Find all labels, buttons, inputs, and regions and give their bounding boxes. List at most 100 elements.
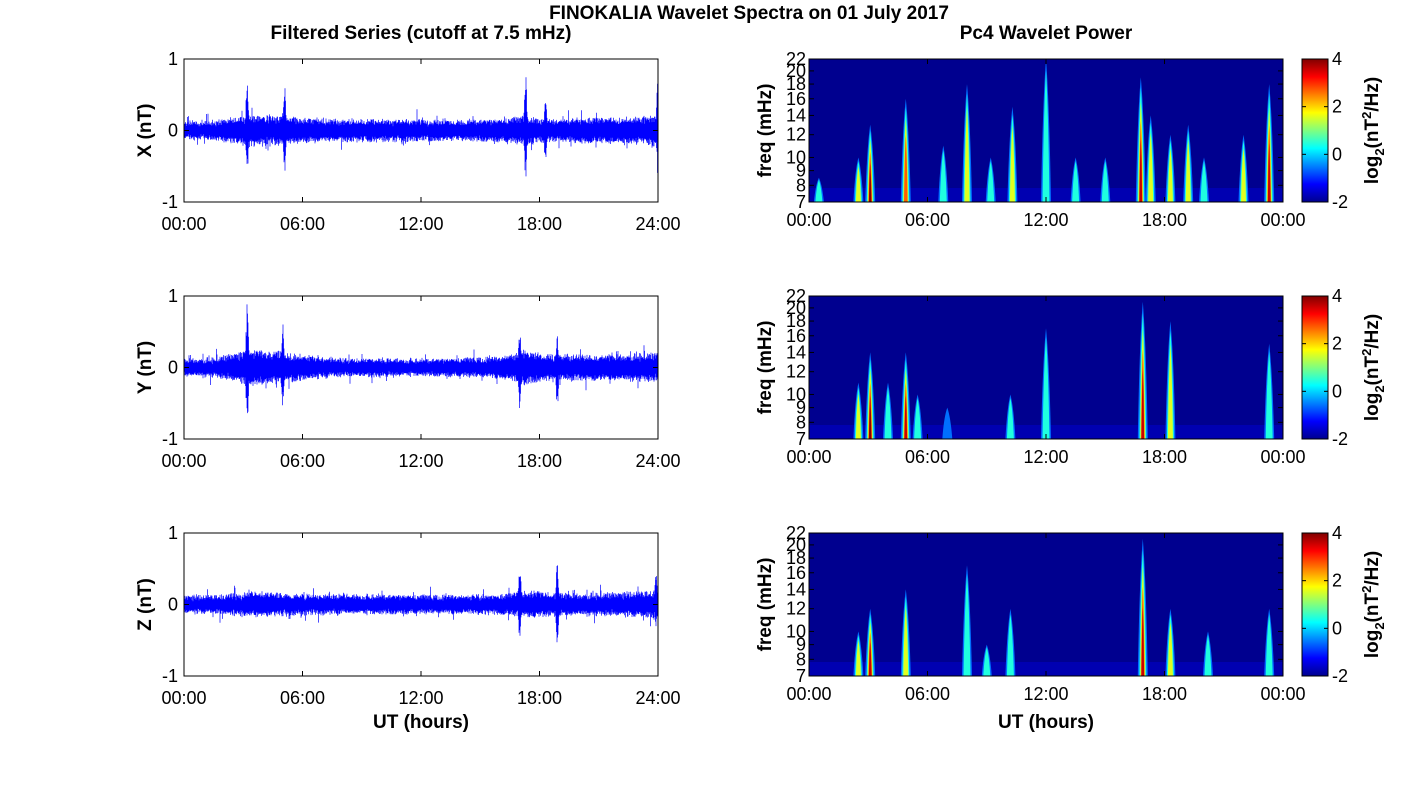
y-tick-label: 10 <box>786 384 806 404</box>
y-tick-label: 1 <box>168 286 178 306</box>
power-burst <box>1006 398 1014 439</box>
y-tick-label: -1 <box>162 192 178 212</box>
y-tick-label: 9 <box>796 161 806 181</box>
y-axis-label: freq (mHz) <box>755 558 776 652</box>
colorbar-tick-label: 4 <box>1332 49 1342 69</box>
x-tick-label: 12:00 <box>398 214 443 234</box>
power-burst <box>1139 139 1143 202</box>
colorbar-tick-label: -2 <box>1332 666 1348 686</box>
power-burst <box>1265 351 1273 439</box>
y-tick-label: 16 <box>786 326 806 346</box>
x-tick-label: 18:00 <box>1142 684 1187 704</box>
y-tick-label: 9 <box>796 635 806 655</box>
y-tick-label: 1 <box>168 49 178 69</box>
power-burst <box>1072 161 1080 202</box>
power-burst <box>1185 140 1191 202</box>
y-axis-label: freq (mHz) <box>755 84 776 178</box>
y-axis-label: X (nT) <box>135 104 156 158</box>
y-tick-label: 14 <box>786 579 806 599</box>
colorbar-tick-label: 4 <box>1332 523 1342 543</box>
power-burst <box>939 150 947 202</box>
power-burst <box>1200 161 1208 202</box>
power-burst <box>1267 143 1271 202</box>
y-tick-label: 0 <box>168 121 178 141</box>
colorbar-tick-label: 0 <box>1332 618 1342 638</box>
x-tick-label: 00:00 <box>161 451 206 471</box>
colorbar-tick-label: 0 <box>1332 144 1342 164</box>
y-tick-label: 20 <box>786 298 806 318</box>
colorbar-gradient <box>1301 295 1329 440</box>
x-tick-label: 24:00 <box>635 214 680 234</box>
y-tick-label: 1 <box>168 523 178 543</box>
power-burst <box>964 107 970 202</box>
colorbar-label: log2(nT2/Hz) <box>1359 77 1387 184</box>
power-burst <box>855 393 861 439</box>
x-tick-label: 06:00 <box>905 210 950 230</box>
power-burst <box>815 179 823 202</box>
panel-X-series: 1 0 -100:00 06:00 12:00 18:00 24:00 X (nT) <box>135 49 681 234</box>
power-burst <box>869 406 872 439</box>
colorbar-tick-label: 2 <box>1332 97 1342 117</box>
x-tick-label: 00:00 <box>1260 684 1305 704</box>
x-tick-label: 00:00 <box>161 214 206 234</box>
x-tick-label: 00:00 <box>161 688 206 708</box>
x-tick-label: 18:00 <box>1142 210 1187 230</box>
series-column-title: Filtered Series (cutoff at 7.5 mHz) <box>271 23 572 44</box>
power-burst <box>884 387 892 439</box>
y-tick-label: 22 <box>786 286 806 306</box>
colorbar-gradient <box>1301 58 1329 203</box>
power-burst <box>1101 161 1109 202</box>
x-tick-label: 12:00 <box>1023 210 1068 230</box>
figure-title: FINOKALIA Wavelet Spectra on 01 July 201… <box>549 3 949 24</box>
power-burst <box>855 166 861 202</box>
colorbar-label: log2(nT2/Hz) <box>1359 314 1387 421</box>
y-tick-label: 8 <box>796 175 806 195</box>
x-tick-label: 12:00 <box>1023 447 1068 467</box>
power-burst <box>1141 607 1145 676</box>
colorbar-gradient <box>1301 532 1329 677</box>
colorbar-tick-label: 4 <box>1332 286 1342 306</box>
y-tick-label: 12 <box>786 599 806 619</box>
power-burst <box>963 574 971 676</box>
power-burst <box>1006 614 1014 676</box>
y-tick-label: 18 <box>786 548 806 568</box>
power-burst <box>1148 132 1154 202</box>
x-tick-label: 00:00 <box>786 684 831 704</box>
x-tick-label: 06:00 <box>280 451 325 471</box>
colorbar: 4 2 0 -2 log2(nT2/Hz) <box>1301 286 1387 449</box>
x-tick-label: 06:00 <box>905 447 950 467</box>
heatmap-background <box>809 533 1283 676</box>
power-burst <box>1042 70 1050 203</box>
power-burst <box>987 161 995 202</box>
power-burst <box>904 395 908 439</box>
y-tick-label: 20 <box>786 535 806 555</box>
y-tick-label: 7 <box>796 192 806 212</box>
colorbar-tick-label: -2 <box>1332 192 1348 212</box>
x-axis-label: UT (hours) <box>998 712 1094 733</box>
colorbar-tick-label: 0 <box>1332 381 1342 401</box>
y-tick-label: -1 <box>162 429 178 449</box>
x-axis-label: UT (hours) <box>373 712 469 733</box>
x-tick-label: 18:00 <box>1142 447 1187 467</box>
x-tick-label: 12:00 <box>1023 684 1068 704</box>
x-tick-label: 12:00 <box>398 451 443 471</box>
panel-Z-series: 1 0 -100:00 06:00 12:00 18:00 24:00 Z (nT) UT (h… <box>135 523 681 733</box>
colorbar: 4 2 0 -2 log2(nT2/Hz) <box>1301 49 1387 212</box>
y-tick-label: 8 <box>796 412 806 432</box>
x-tick-label: 18:00 <box>517 451 562 471</box>
colorbar-tick-label: -2 <box>1332 429 1348 449</box>
power-column-title: Pc4 Wavelet Power <box>960 23 1133 44</box>
colorbar-tick-label: 2 <box>1332 334 1342 354</box>
power-burst <box>1265 614 1273 676</box>
power-burst <box>1167 622 1173 676</box>
y-tick-label: 0 <box>168 358 178 378</box>
power-burst <box>1204 635 1212 676</box>
y-tick-label: 8 <box>796 649 806 669</box>
colorbar-label: log2(nT2/Hz) <box>1359 551 1387 658</box>
y-tick-label: 14 <box>786 105 806 125</box>
x-tick-label: 00:00 <box>786 447 831 467</box>
x-tick-label: 06:00 <box>280 214 325 234</box>
y-tick-label: 9 <box>796 398 806 418</box>
